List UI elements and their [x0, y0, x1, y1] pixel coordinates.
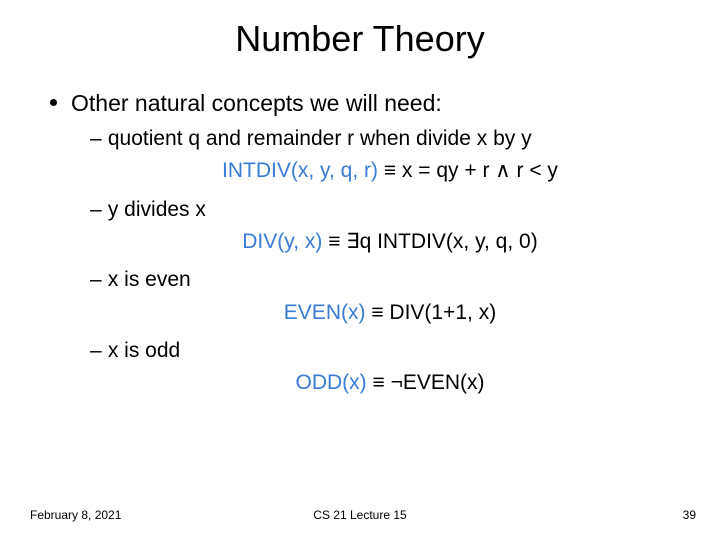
dash-icon: –: [90, 337, 102, 365]
sub-item: – y divides x: [90, 196, 690, 224]
sub-item-label: x is even: [108, 268, 191, 291]
formula-row: ODD(x) ≡ ¬EVEN(x): [90, 369, 690, 397]
slide-footer: February 8, 2021 CS 21 Lecture 15 39: [0, 508, 720, 522]
slide-title: Number Theory: [30, 18, 690, 60]
dash-icon: –: [90, 196, 102, 224]
slide-content: Other natural concepts we will need: – q…: [30, 88, 690, 398]
sub-item-label: quotient q and remainder r when divide x…: [108, 127, 532, 150]
formula-row: DIV(y, x) ≡ ∃q INTDIV(x, y, q, 0): [90, 228, 690, 256]
formula-blue: EVEN(x): [284, 301, 366, 324]
formula-blue: INTDIV(x, y, q, r): [222, 159, 378, 182]
bullet-icon: [50, 99, 57, 106]
sub-item: – x is even: [90, 266, 690, 294]
formula-row: EVEN(x) ≡ DIV(1+1, x): [90, 299, 690, 327]
formula-black: ≡ DIV(1+1, x): [365, 301, 496, 324]
footer-date: February 8, 2021: [30, 508, 121, 522]
footer-page-number: 39: [683, 508, 696, 522]
dash-icon: –: [90, 125, 102, 153]
formula-black: ≡ ∃q INTDIV(x, y, q, 0): [322, 230, 537, 253]
sub-item-label: y divides x: [108, 198, 206, 221]
main-bullet: Other natural concepts we will need:: [50, 88, 690, 119]
formula-black: ≡ ¬EVEN(x): [367, 371, 485, 394]
dash-icon: –: [90, 266, 102, 294]
formula-blue: ODD(x): [295, 371, 366, 394]
formula-black: ≡ x = qy + r ∧ r < y: [378, 159, 558, 182]
footer-lecture: CS 21 Lecture 15: [313, 508, 406, 522]
slide-container: Number Theory Other natural concepts we …: [0, 0, 720, 540]
formula-row: INTDIV(x, y, q, r) ≡ x = qy + r ∧ r < y: [90, 157, 690, 185]
sub-item-label: x is odd: [108, 339, 180, 362]
formula-blue: DIV(y, x): [242, 230, 322, 253]
main-bullet-text: Other natural concepts we will need:: [71, 88, 442, 119]
sub-item: – x is odd: [90, 337, 690, 365]
sub-item: – quotient q and remainder r when divide…: [90, 125, 690, 153]
sub-list: – quotient q and remainder r when divide…: [50, 125, 690, 398]
